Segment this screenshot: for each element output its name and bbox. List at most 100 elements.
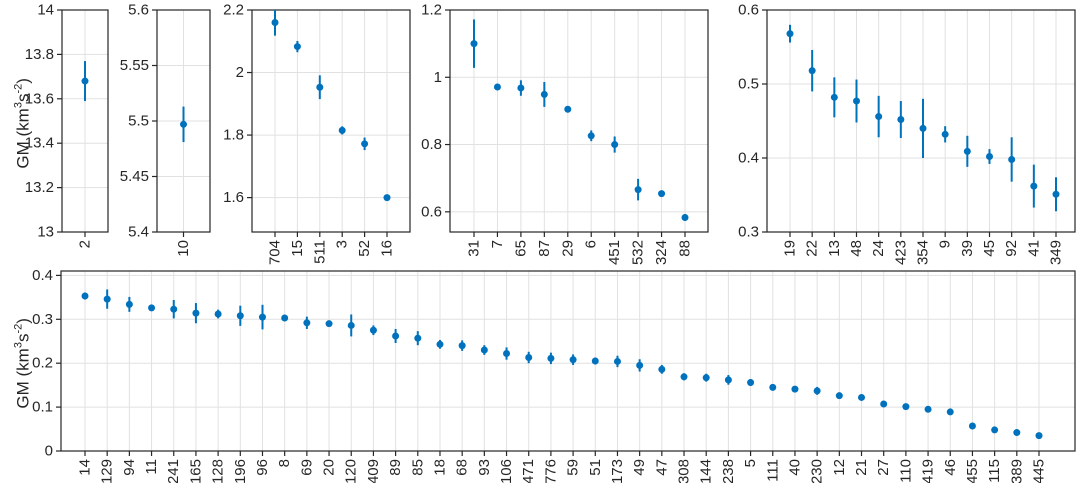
y-tick-label: 0.4	[738, 150, 759, 167]
data-point	[517, 84, 525, 92]
x-tick-label: 354	[915, 240, 932, 265]
x-tick-label: 27	[875, 459, 892, 476]
x-tick-label: 423	[892, 240, 909, 265]
y-tick-label: 13.6	[25, 90, 54, 107]
x-tick-label: 128	[210, 459, 227, 483]
y-tick-label: 0.4	[32, 267, 53, 284]
data-point	[658, 190, 666, 198]
panel-top-1: 13 13.2 13.4 13.6 13.8 14 2	[25, 2, 109, 248]
x-tick-label: 324	[653, 240, 670, 265]
data-point	[613, 357, 621, 365]
x-tick-label: 120	[343, 459, 360, 483]
y-tick-label: 0	[45, 443, 53, 460]
x-tick-label: 51	[587, 459, 604, 476]
data-point	[813, 387, 821, 395]
x-tick-label: 9	[937, 240, 954, 248]
data-point	[148, 304, 156, 312]
data-point	[503, 350, 511, 358]
x-tick-label: 2	[77, 240, 94, 248]
x-tick-label: 241	[165, 459, 182, 483]
x-tick-label: 196	[232, 459, 249, 483]
y-tick-label: 14	[37, 2, 54, 19]
y-tick-label: 1	[434, 69, 442, 86]
data-point	[1013, 429, 1021, 437]
x-tick-label: 532	[630, 240, 647, 265]
x-tick-label: 93	[476, 459, 493, 476]
x-tick-label: 389	[1008, 459, 1025, 483]
x-tick-label: 15	[289, 240, 306, 257]
data-point	[1035, 432, 1043, 440]
data-point	[281, 314, 289, 322]
x-tick-label: 445	[1031, 459, 1048, 483]
x-tick-label: 59	[565, 459, 582, 476]
axes-box	[766, 9, 1076, 233]
y-tick-label: 5.5	[128, 113, 149, 130]
x-tick-label: 22	[804, 240, 821, 257]
data-point	[564, 105, 572, 113]
x-tick-label: 20	[321, 459, 338, 476]
data-point	[858, 393, 866, 401]
data-point	[383, 194, 391, 202]
data-point	[681, 214, 689, 222]
y-tick-label: 13.8	[25, 46, 54, 63]
x-tick-label: 13	[826, 240, 843, 257]
data-point	[853, 97, 860, 105]
y-tick-label: 13	[37, 224, 54, 241]
data-point	[180, 120, 187, 128]
x-tick-label: 230	[809, 459, 826, 483]
data-point	[192, 309, 200, 317]
data-point	[680, 373, 688, 381]
data-point	[392, 332, 400, 340]
data-point	[747, 379, 755, 387]
data-point	[835, 392, 843, 400]
data-point	[493, 83, 501, 91]
x-tick-label: 455	[964, 459, 981, 483]
data-point	[303, 319, 311, 327]
x-tick-label: 7	[489, 240, 506, 248]
data-point	[830, 93, 838, 101]
panel-top-3: 1.6 1.8 2 2.2 704 15 511 3 52 16	[223, 2, 411, 265]
data-point	[258, 313, 266, 321]
x-tick-label: 41	[1025, 240, 1042, 257]
axes-box	[251, 9, 411, 233]
x-tick-label: 85	[409, 459, 426, 476]
x-tick-label: 94	[121, 459, 138, 476]
x-tick-label: 349	[1048, 240, 1065, 265]
x-tick-label: 87	[536, 240, 553, 257]
data-point	[547, 354, 555, 362]
data-point	[611, 141, 619, 149]
x-tick-label: 46	[942, 459, 959, 476]
x-tick-label: 10	[175, 240, 192, 257]
x-tick-label: 451	[606, 240, 623, 265]
x-tick-label: 24	[870, 240, 887, 257]
x-tick-label: 110	[897, 459, 914, 483]
data-point	[525, 353, 533, 361]
data-point	[634, 186, 642, 194]
x-tick-label: 48	[848, 240, 865, 257]
y-tick-label: 0.3	[738, 224, 759, 241]
x-tick-label: 165	[187, 459, 204, 483]
axes-box	[449, 9, 709, 233]
data-point	[293, 43, 301, 51]
x-tick-label: 5	[742, 459, 759, 467]
data-point	[986, 153, 993, 161]
y-tick-label: 2.2	[223, 2, 244, 19]
y-tick-label: 5.45	[120, 168, 149, 185]
x-tick-label: 68	[454, 459, 471, 476]
data-point	[458, 342, 466, 350]
data-point	[724, 376, 732, 384]
data-point	[991, 426, 999, 434]
x-tick-label: 106	[498, 459, 515, 483]
data-point	[81, 77, 89, 85]
data-point	[924, 405, 932, 413]
x-tick-label: 96	[254, 459, 271, 476]
x-tick-label: 88	[677, 240, 694, 257]
x-tick-label: 238	[720, 459, 737, 483]
data-point	[941, 130, 949, 138]
panel-top-5: 0.3 0.4 0.5 0.6 19 22 13 48 24 423 354 9 39 45 92 41 349	[738, 2, 1076, 265]
data-point	[880, 400, 888, 408]
x-tick-label: 144	[698, 459, 715, 483]
data-point	[569, 356, 577, 364]
x-tick-label: 704	[267, 240, 284, 265]
data-point	[636, 361, 644, 369]
